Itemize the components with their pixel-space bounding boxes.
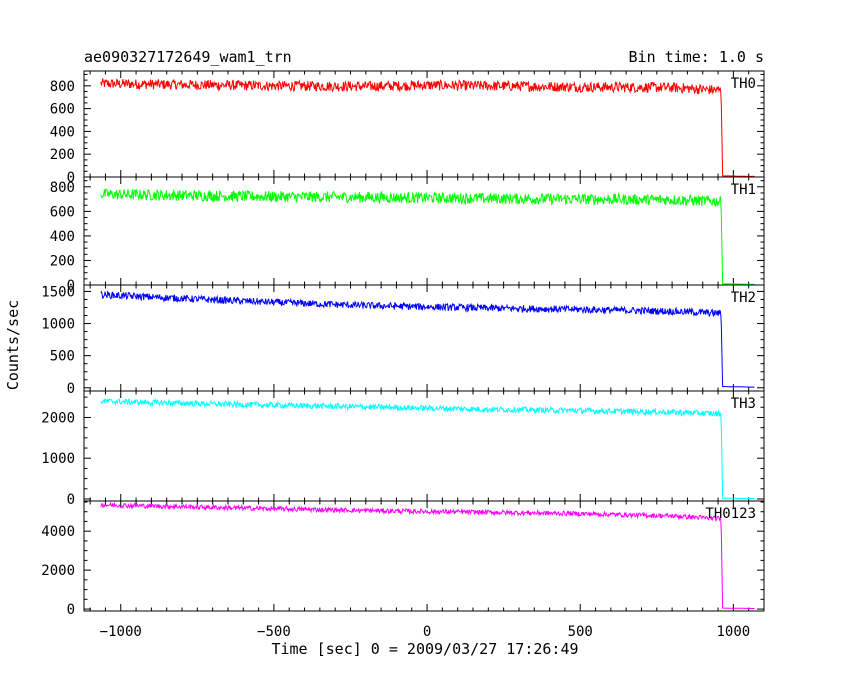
panel-th0: 0 200 400 600 800 TH0 — [50, 70, 765, 186]
y-tick-label: 1000 — [41, 317, 75, 333]
y-tick-label: 200 — [50, 253, 75, 269]
panel-label: TH1 — [731, 182, 756, 198]
y-tick-label: 4000 — [41, 524, 75, 540]
y-axis-label: Counts/sec — [4, 300, 22, 390]
x-tick-label: 500 — [568, 624, 593, 640]
y-tick-label: 0 — [67, 278, 75, 294]
y-tick-label: 2000 — [41, 563, 75, 579]
panel-th0123: 0 2000 4000 TH0123 — [41, 500, 765, 618]
y-tick-label: 800 — [50, 180, 75, 196]
x-axis-label: Time [sec] 0 = 2009/03/27 17:26:49 — [271, 640, 578, 658]
y-tick-label: 0 — [67, 381, 75, 397]
panel-label: TH3 — [731, 396, 756, 412]
y-tick-label: 2000 — [41, 410, 75, 426]
chart-title: ae090327172649_wam1_trn — [84, 48, 292, 66]
panel-label: TH0 — [731, 76, 756, 92]
panel-th2: 0 500 1000 1500 TH2 — [41, 284, 765, 397]
series-line-th2 — [100, 290, 755, 388]
panel-label: TH0123 — [705, 506, 756, 522]
panel-frame — [83, 500, 765, 612]
x-tick-label: 1000 — [717, 624, 751, 640]
y-tick-label: 1500 — [41, 284, 75, 300]
y-tick-label: 800 — [50, 79, 75, 95]
x-tick-label: −500 — [257, 624, 291, 640]
y-tick-label: 0 — [67, 602, 75, 618]
y-tick-label: 0 — [67, 170, 75, 186]
y-tick-label: 600 — [50, 102, 75, 118]
panel-label: TH2 — [731, 290, 756, 306]
y-tick-label: 600 — [50, 204, 75, 220]
y-tick-label: 1000 — [41, 451, 75, 467]
panel-th3: 0 1000 2000 TH3 — [41, 390, 765, 508]
bin-time-label: Bin time: 1.0 s — [629, 48, 764, 66]
x-tick-label: −1000 — [100, 624, 142, 640]
y-tick-label: 500 — [50, 349, 75, 365]
x-tick-labels: −1000 −500 0 500 1000 — [100, 624, 751, 640]
series-line-th1 — [100, 188, 755, 285]
y-tick-label: 200 — [50, 147, 75, 163]
series-line-th0123 — [100, 501, 755, 609]
panel-th1: 0 200 400 600 800 TH1 — [50, 176, 765, 294]
series-line-th0 — [100, 78, 755, 178]
y-tick-label: 400 — [50, 229, 75, 245]
y-tick-label: 400 — [50, 124, 75, 140]
x-tick-label: 0 — [423, 624, 431, 640]
series-line-th3 — [100, 397, 755, 500]
y-tick-label: 0 — [67, 492, 75, 508]
panels-group: 0 200 400 600 800 TH0 0 200 400 600 800 TH1 0 500 1000… — [41, 70, 765, 618]
